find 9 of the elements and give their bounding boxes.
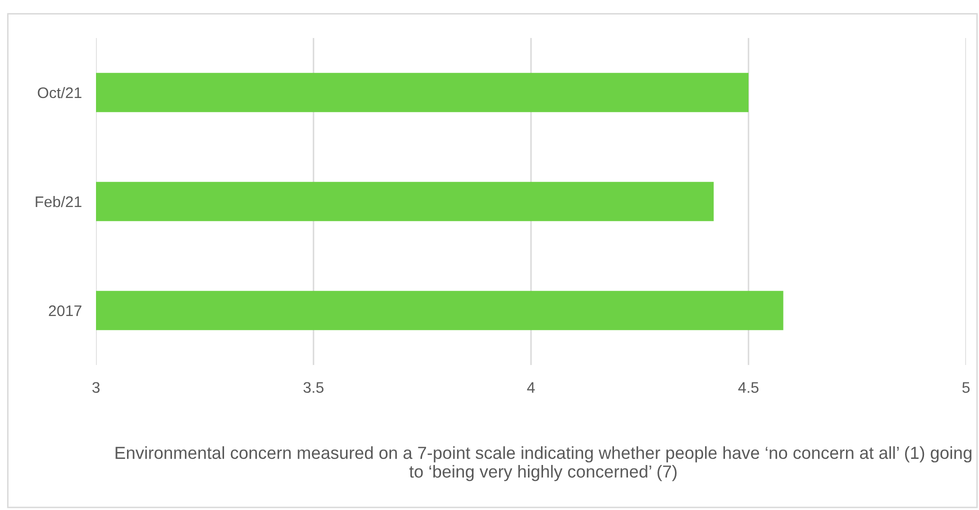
x-tick-label: 4 xyxy=(527,382,535,393)
x-tick-label: 5 xyxy=(962,382,970,393)
y-tick-label: Oct/21 xyxy=(38,86,82,98)
x-tick-label: 4.5 xyxy=(738,382,758,393)
x-axis-title: Environmental concern measured on a 7-point scale indicating whether people have ‘no concern at all’ (1) going to ‘being very highly concerned’ (7) xyxy=(116,446,972,482)
y-tick-label: Feb/21 xyxy=(36,196,82,208)
x-tick-label: 3 xyxy=(92,382,100,393)
x-tick-label: 3.5 xyxy=(303,382,324,393)
y-tick-label: 2017 xyxy=(48,305,82,316)
